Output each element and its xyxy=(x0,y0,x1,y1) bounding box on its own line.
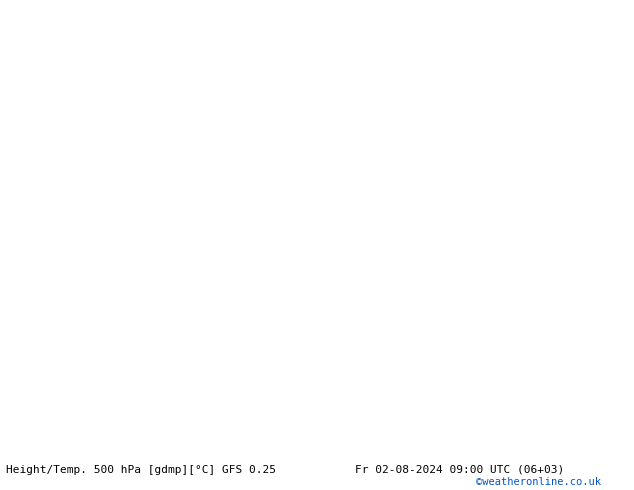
Text: Fr 02-08-2024 09:00 UTC (06+03): Fr 02-08-2024 09:00 UTC (06+03) xyxy=(355,465,564,475)
Text: Height/Temp. 500 hPa [gdmp][°C] GFS 0.25: Height/Temp. 500 hPa [gdmp][°C] GFS 0.25 xyxy=(6,465,276,475)
Text: ©weatheronline.co.uk: ©weatheronline.co.uk xyxy=(476,477,600,487)
